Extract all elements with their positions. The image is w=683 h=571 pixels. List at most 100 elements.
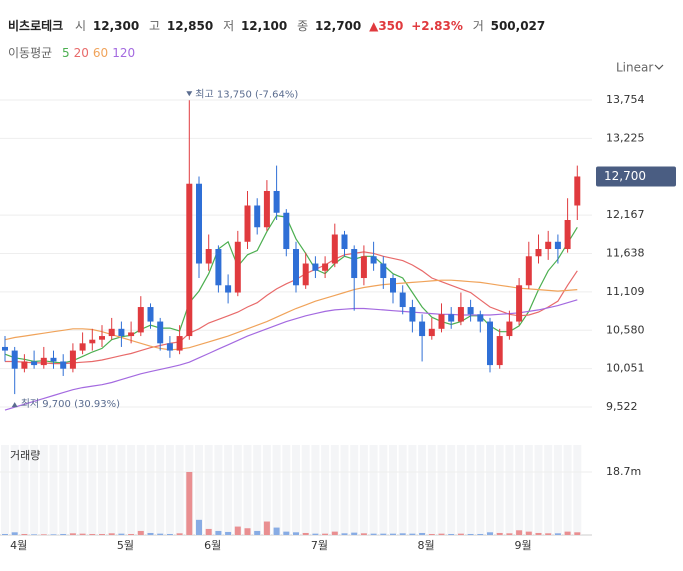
candle-body <box>409 307 416 322</box>
volume-bar <box>380 533 387 535</box>
volume-bar <box>69 533 76 535</box>
volume-bg <box>165 445 174 535</box>
volume-bg <box>262 445 271 535</box>
candle-body <box>99 336 105 340</box>
dropdown-icon[interactable] <box>654 64 664 70</box>
candle-body <box>196 183 202 264</box>
volume-bg <box>68 445 77 535</box>
volume-bg <box>30 445 39 535</box>
candle-body <box>487 321 493 366</box>
volume-bar <box>176 533 183 535</box>
volume-bg <box>408 445 417 535</box>
volume-bar <box>487 532 493 535</box>
y-tick-label: 11,109 <box>606 285 645 298</box>
candle-body <box>21 361 28 369</box>
volume-bar <box>457 533 464 535</box>
volume-bar <box>496 532 503 535</box>
y-tick-label: 11,638 <box>606 247 645 260</box>
volume-bar <box>166 533 173 535</box>
legend-item: 20 <box>74 46 89 60</box>
volume-bg <box>524 445 533 535</box>
candle-body <box>283 212 290 250</box>
change: ▲350 <box>369 19 403 33</box>
high: 12,850 <box>167 19 213 33</box>
candle-body <box>147 307 154 322</box>
candle-body <box>525 256 532 286</box>
candle-body <box>370 256 377 264</box>
candle-body <box>40 357 47 366</box>
volume-bar <box>244 528 251 535</box>
volume-bar <box>50 534 57 535</box>
y-tick-label: 13,225 <box>606 131 645 144</box>
x-tick-label: 4월 <box>10 539 27 552</box>
volume-bar <box>157 533 164 535</box>
candle-body <box>293 249 299 286</box>
volume-bg <box>359 445 368 535</box>
volume-bar <box>215 530 222 535</box>
ma-legend: 이동평균 5 20 60 120 <box>8 46 135 60</box>
candle-body <box>11 350 18 369</box>
candle-body <box>69 350 76 369</box>
volume-bg <box>563 445 572 535</box>
scale-toggle[interactable]: Linear <box>616 61 653 75</box>
x-tick-label: 5월 <box>117 539 134 552</box>
volume-bar <box>60 533 67 535</box>
candle-body <box>2 346 8 351</box>
header: 비츠로테크 시 12,300 고 12,850 저 12,100 종 12,70… <box>8 18 545 33</box>
legend-item: 60 <box>93 46 108 60</box>
price-tag-label: 12,700 <box>604 169 646 183</box>
volume-bg <box>437 445 446 535</box>
volume-tick-label: 18.7m <box>606 465 641 478</box>
volume-bar <box>331 531 338 535</box>
low-label: 저 <box>223 19 234 33</box>
candle-body <box>254 205 261 228</box>
x-tick-label: 9월 <box>515 539 532 552</box>
close: 12,700 <box>315 19 361 33</box>
volume-bg <box>350 445 359 535</box>
candle-body <box>50 357 57 362</box>
low-annotation: 최저 9,700 (30.93%) <box>21 398 120 410</box>
y-tick-label: 13,754 <box>606 93 645 106</box>
volume-bar <box>351 532 358 535</box>
volume-bar <box>419 532 426 535</box>
volume-bg <box>544 445 553 535</box>
volume-bar <box>40 534 47 535</box>
volume-bg <box>495 445 504 535</box>
volume-bar <box>399 533 406 535</box>
volume-bg <box>117 445 126 535</box>
volume-bar <box>196 519 202 535</box>
volume-bg <box>476 445 485 535</box>
volume-bar <box>205 528 212 535</box>
volume-bg <box>505 445 514 535</box>
volume-bar <box>477 533 484 535</box>
volume-bar <box>21 533 28 535</box>
volume-bar <box>545 533 552 535</box>
candle-body <box>302 263 309 286</box>
volume-bg <box>301 445 310 535</box>
volume-bg <box>369 445 378 535</box>
candle-body <box>312 263 319 271</box>
y-tick-label: 12,167 <box>606 208 645 221</box>
candle-body <box>574 176 581 206</box>
volume-bg <box>78 445 87 535</box>
volume-bar <box>293 532 299 535</box>
candle-body <box>351 249 358 279</box>
moving-average <box>4 279 578 351</box>
volume-bar <box>89 533 96 535</box>
volume-bar <box>273 527 280 535</box>
candle-body <box>215 249 222 286</box>
volume-bar <box>428 533 435 535</box>
candle-body <box>496 336 503 366</box>
candle-body <box>457 307 464 322</box>
volume-bar <box>525 531 532 535</box>
volume-bar <box>147 532 154 535</box>
candle-body <box>428 328 435 337</box>
volume-bg <box>59 445 68 535</box>
candle-body <box>108 328 115 337</box>
candle-body <box>244 205 251 242</box>
candle-body <box>341 234 348 250</box>
candle-body <box>176 336 183 351</box>
volume-bg <box>398 445 407 535</box>
volume-bar <box>535 532 542 535</box>
volume-bg <box>204 445 213 535</box>
